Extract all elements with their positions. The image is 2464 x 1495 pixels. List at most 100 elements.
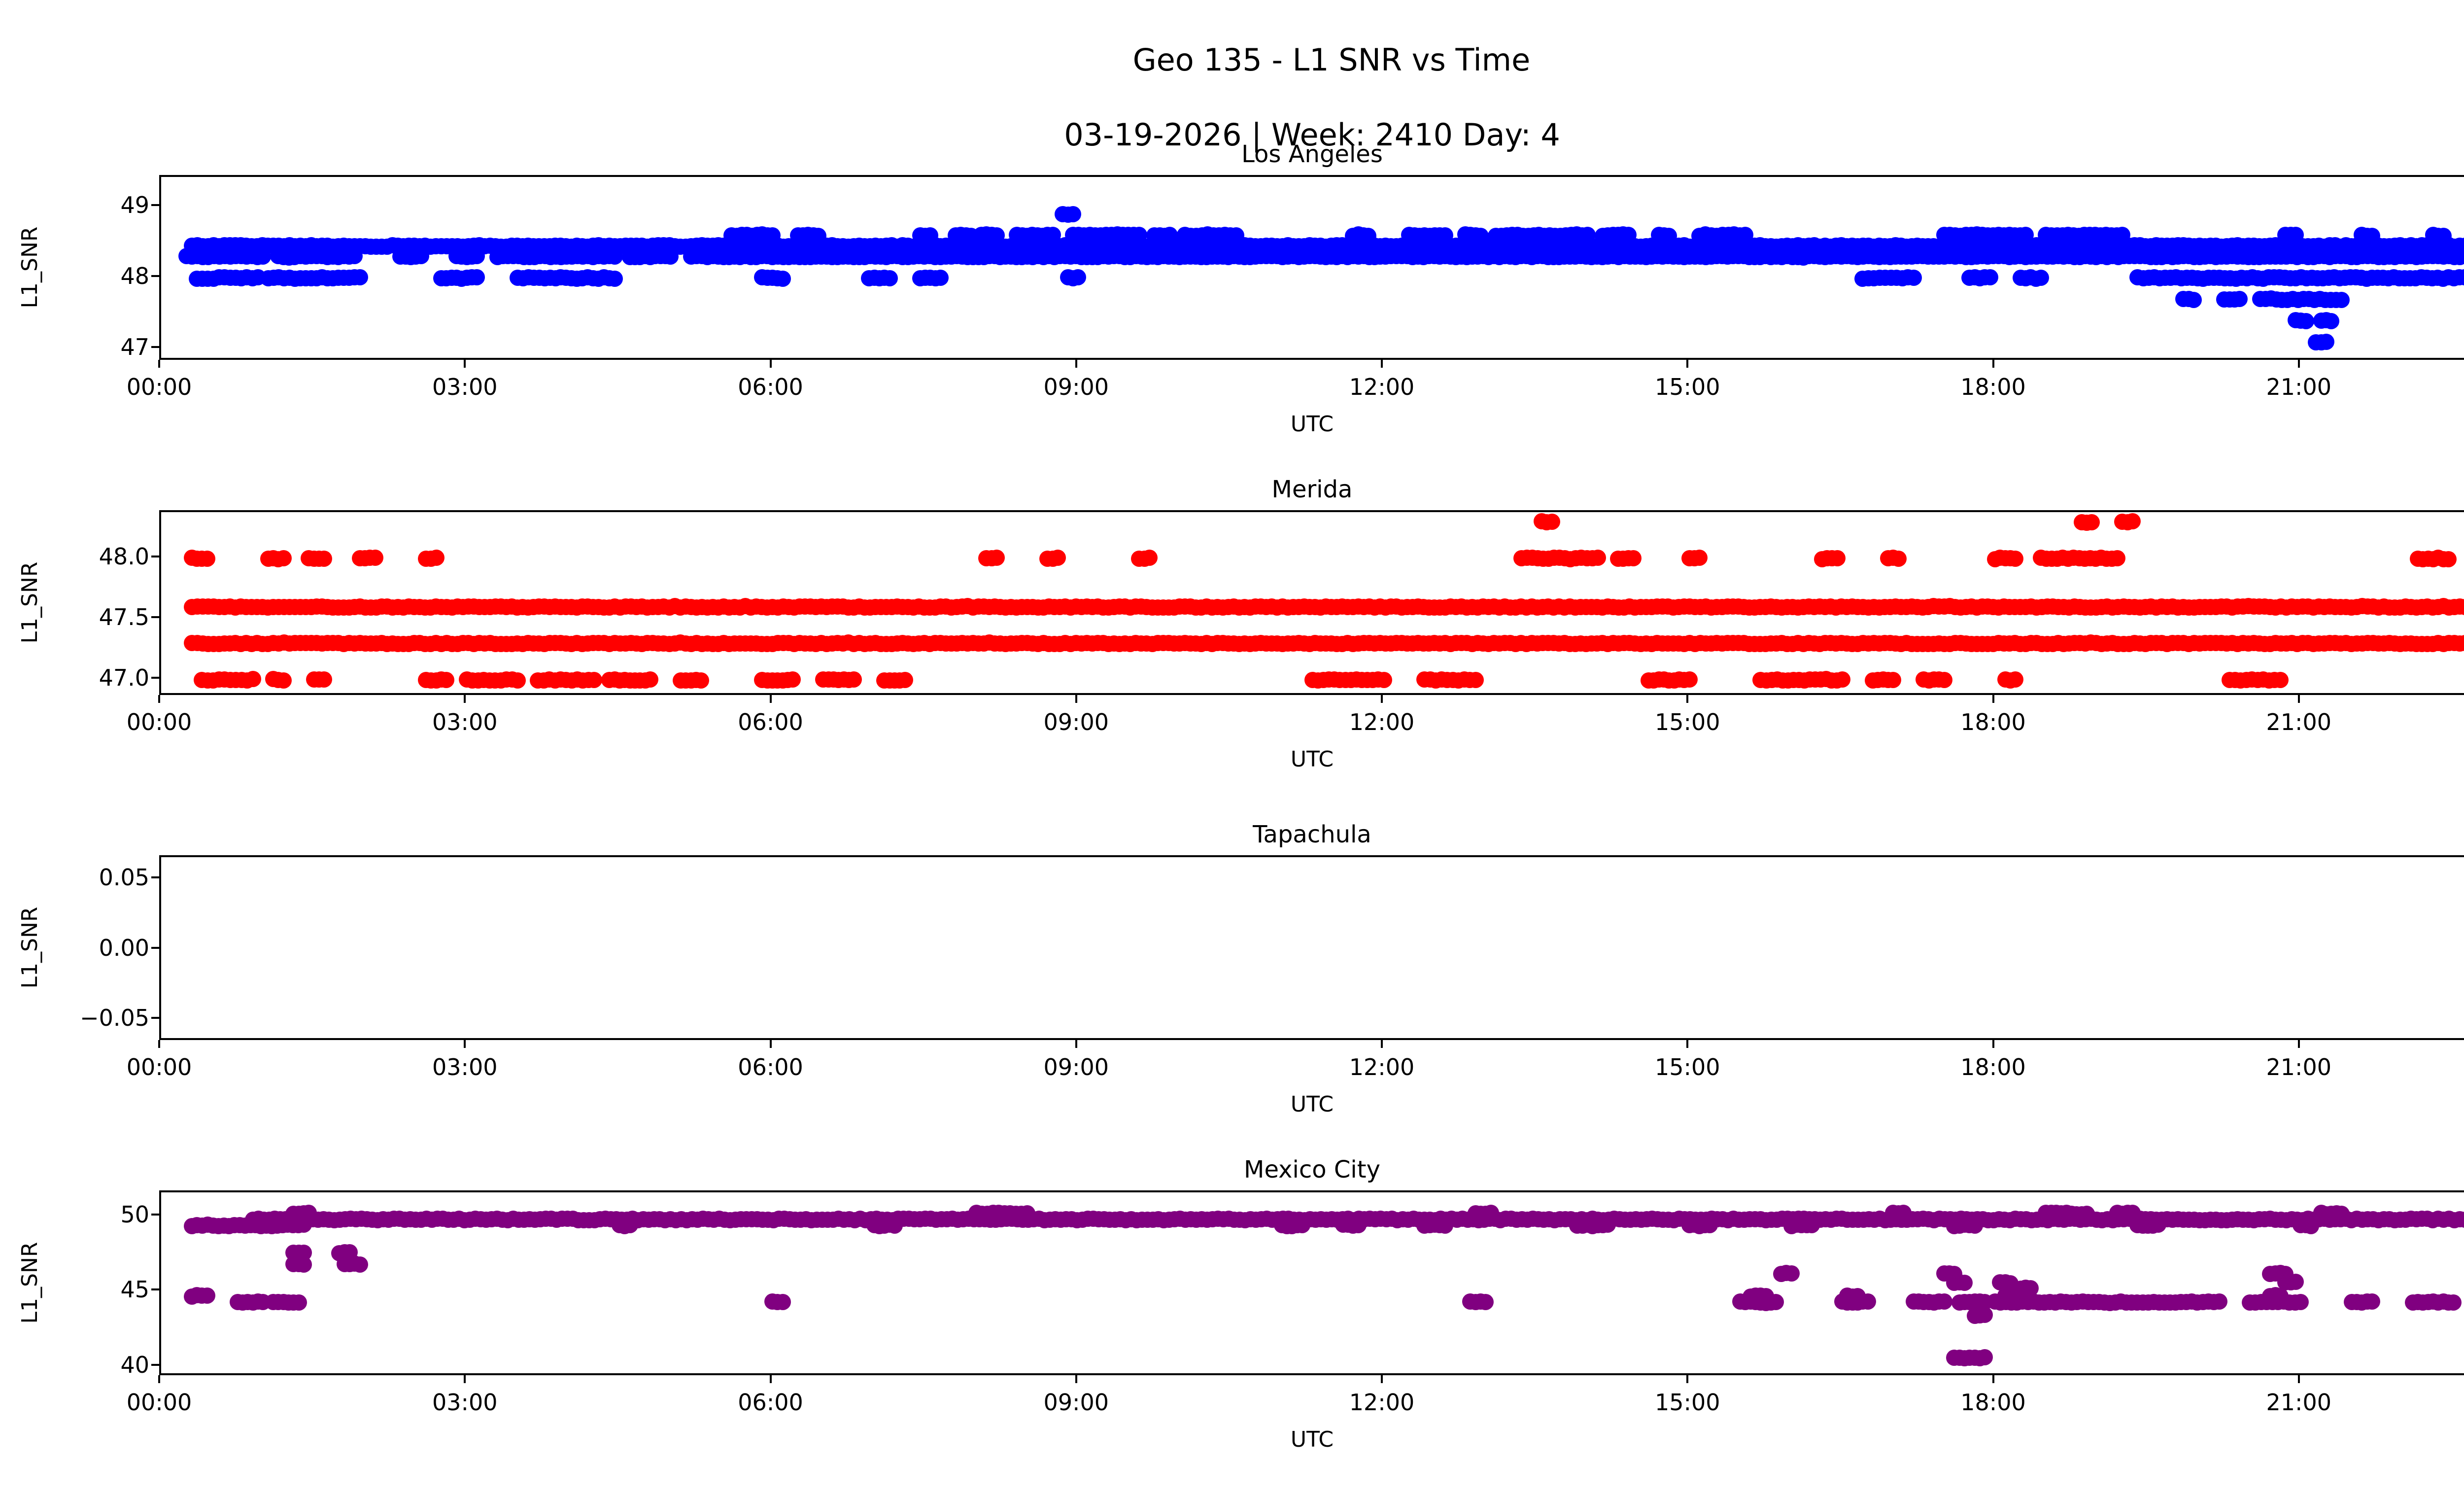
data-point — [1829, 550, 1846, 566]
x-tick-label: 06:00 — [738, 709, 803, 735]
x-tick-label: 18:00 — [1960, 1389, 2026, 1416]
data-point — [351, 269, 368, 286]
x-tick-label: 18:00 — [1960, 709, 2026, 735]
x-tick-label: 12:00 — [1349, 709, 1415, 735]
y-tick-label: 48.0 — [99, 543, 149, 570]
data-point — [295, 1217, 312, 1233]
figure-title-line2: 03-19-2026 | Week: 2410 Day: 4 — [1064, 117, 1560, 153]
data-point — [367, 550, 383, 566]
x-tick-mark — [158, 1040, 160, 1048]
data-point — [1625, 550, 1642, 567]
x-tick-label: 15:00 — [1654, 374, 1720, 400]
data-point — [1834, 671, 1850, 688]
y-tick-mark — [151, 876, 159, 879]
data-point — [412, 247, 429, 264]
subplot-merida: Merida L1_SNR 47.0 47.5 48.0 00:00 03:00 06:00 0… — [0, 476, 2464, 774]
data-point — [2323, 313, 2340, 330]
y-tick-mark — [151, 946, 159, 949]
data-point — [1543, 514, 1560, 530]
data-point — [642, 671, 658, 688]
x-tick-label: 09:00 — [1043, 1054, 1109, 1080]
x-tick-mark — [769, 1375, 772, 1383]
data-point — [1437, 1217, 1453, 1234]
data-point — [846, 671, 862, 688]
plot-area — [159, 175, 2464, 360]
data-point — [932, 269, 949, 286]
data-point — [1936, 672, 1952, 689]
x-axis-label: UTC — [1290, 747, 1334, 772]
x-tick-mark — [158, 1375, 160, 1383]
x-tick-label: 09:00 — [1043, 1389, 1109, 1416]
data-point — [1294, 1217, 1311, 1234]
x-tick-mark — [1075, 360, 1077, 368]
subplot-title: Mexico City — [1244, 1156, 1380, 1183]
x-tick-label: 00:00 — [126, 1389, 192, 1416]
data-point — [1783, 1265, 1800, 1282]
y-tick-label: 0.05 — [99, 864, 149, 891]
x-tick-label: 21:00 — [2266, 374, 2332, 400]
x-tick-mark — [464, 695, 466, 703]
data-point — [2440, 551, 2457, 567]
data-point — [438, 671, 455, 688]
data-point — [1885, 671, 1902, 688]
data-point — [2445, 1294, 2462, 1311]
data-point — [290, 1294, 307, 1311]
plot-area — [159, 510, 2464, 695]
data-point — [1936, 1293, 1952, 1310]
y-tick-mark — [151, 204, 159, 206]
figure-title-line1: Geo 135 - L1 SNR vs Time — [1132, 42, 1531, 78]
data-point — [199, 551, 215, 567]
data-point — [295, 1256, 312, 1273]
x-tick-label: 00:00 — [126, 709, 192, 735]
data-point — [2150, 1217, 2166, 1233]
data-point — [275, 672, 292, 689]
data-point — [1467, 672, 1484, 689]
y-tick-mark — [151, 616, 159, 619]
y-tick-mark — [151, 346, 159, 348]
y-tick-mark — [151, 1288, 159, 1291]
x-tick-label: 21:00 — [2266, 1054, 2332, 1080]
data-point — [2109, 550, 2126, 566]
x-tick-label: 03:00 — [432, 1389, 498, 1416]
data-point — [244, 671, 261, 688]
data-point — [1691, 549, 1708, 566]
x-tick-label: 12:00 — [1349, 1054, 1415, 1080]
y-tick-label: 49 — [120, 191, 149, 218]
x-tick-mark — [2297, 1040, 2300, 1048]
x-tick-mark — [464, 1375, 466, 1383]
x-tick-mark — [1381, 1375, 1383, 1383]
x-tick-label: 00:00 — [126, 374, 192, 400]
y-tick-label: −0.05 — [80, 1004, 149, 1031]
x-tick-mark — [1075, 1040, 1077, 1048]
data-point — [2084, 514, 2100, 531]
x-tick-label: 00:00 — [126, 1054, 192, 1080]
data-point — [881, 270, 898, 287]
x-tick-mark — [1992, 360, 1994, 368]
x-tick-label: 03:00 — [432, 709, 498, 735]
x-tick-mark — [2297, 360, 2300, 368]
x-tick-mark — [1686, 360, 1689, 368]
data-point — [2007, 671, 2024, 688]
data-point — [2297, 313, 2314, 329]
y-tick-label: 47.5 — [99, 604, 149, 631]
data-point — [887, 1217, 903, 1234]
data-point — [1702, 1217, 1718, 1234]
x-tick-label: 12:00 — [1349, 374, 1415, 400]
data-point — [469, 247, 485, 264]
y-tick-label: 50 — [120, 1201, 149, 1228]
x-tick-mark — [1686, 1375, 1689, 1383]
data-point — [2293, 1293, 2309, 1310]
data-point — [1070, 269, 1087, 286]
y-tick-label: 0.00 — [99, 934, 149, 961]
data-point — [774, 270, 791, 287]
data-point — [1905, 270, 1922, 286]
data-point — [2318, 334, 2334, 350]
x-tick-mark — [1381, 360, 1383, 368]
plot-area — [159, 1190, 2464, 1375]
data-point — [896, 671, 913, 688]
data-point — [621, 1217, 638, 1233]
y-tick-mark — [151, 1016, 159, 1019]
x-tick-label: 06:00 — [738, 1054, 803, 1080]
data-point — [1982, 269, 1998, 286]
